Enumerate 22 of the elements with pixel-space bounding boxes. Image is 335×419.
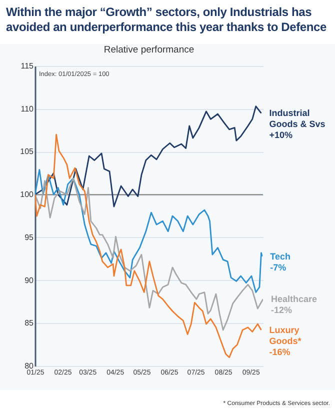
y-tick-label: 95	[24, 232, 34, 242]
y-tick-label: 90	[24, 276, 34, 285]
text: +10%	[269, 130, 293, 140]
line-series	[35, 178, 263, 331]
y-tick-label: 80	[24, 362, 34, 370]
series-label: Luxury Goods*	[269, 325, 302, 346]
series-label: Industrial Goods & Svs	[269, 108, 326, 130]
series-label: Tech	[270, 251, 290, 262]
line-series	[35, 169, 263, 293]
line-series	[35, 134, 262, 358]
text: -16%	[269, 347, 290, 357]
text: -7%	[270, 262, 286, 272]
y-tick-label: 110	[20, 104, 34, 114]
y-tick-label: 115	[20, 62, 34, 70]
chart-title: Within the major “Growth” sectors, only Industrials has avoided an underperformance this year thanks to Defence	[6, 5, 328, 35]
line-series	[35, 106, 262, 208]
y-tick-label: 85	[24, 318, 34, 328]
y-tick-label: 105	[20, 147, 34, 156]
y-tick-label: 100	[20, 190, 34, 200]
chart-subtitle: Relative performance	[104, 44, 194, 56]
text: -12%	[271, 305, 292, 316]
series-label: Healthcare	[271, 294, 318, 304]
